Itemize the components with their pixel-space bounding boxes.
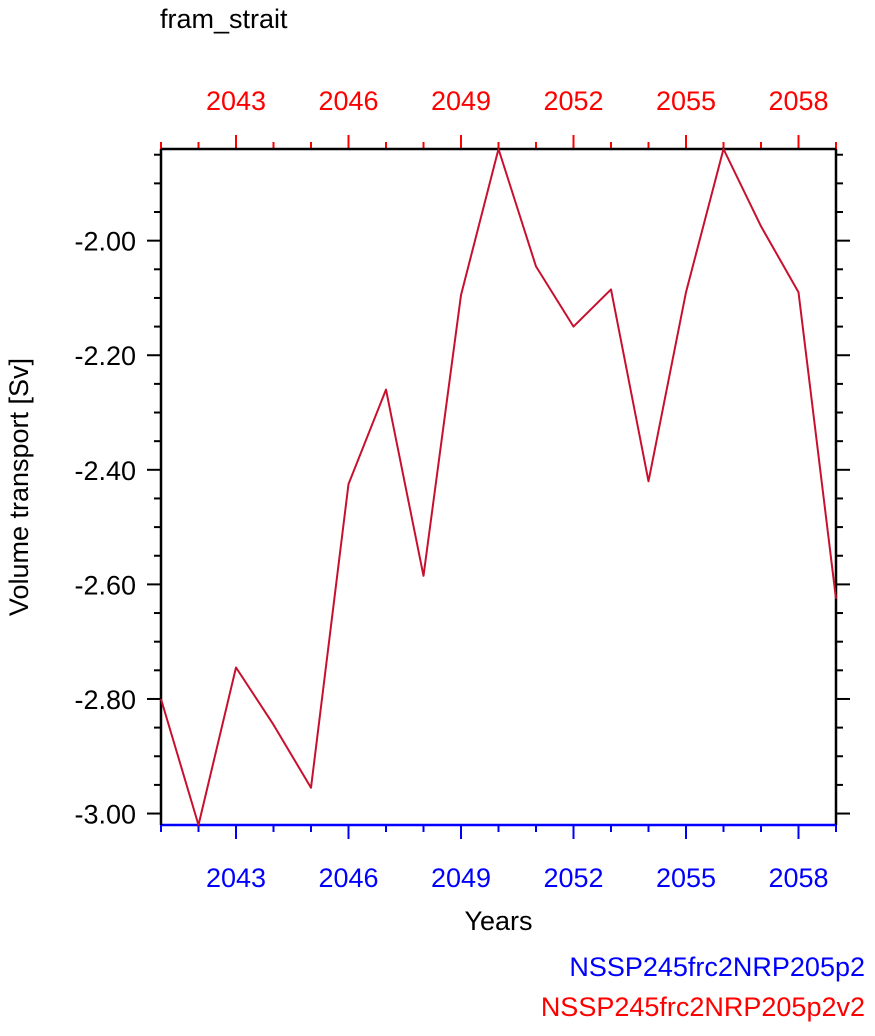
x-tick-label-bottom: 2058 <box>768 863 828 893</box>
x-tick-label-top: 2055 <box>656 86 716 116</box>
y-tick-label: -2.60 <box>74 570 136 600</box>
x-tick-label-bottom: 2052 <box>543 863 603 893</box>
x-tick-label-top: 2043 <box>206 86 266 116</box>
x-axis-label: Years <box>464 906 532 936</box>
y-tick-label: -2.20 <box>74 341 136 371</box>
x-tick-label-bottom: 2046 <box>318 863 378 893</box>
data-series-line <box>160 148 837 826</box>
y-axis-label: Volume transport [Sv] <box>4 358 34 616</box>
x-tick-label-top: 2052 <box>543 86 603 116</box>
y-tick-label: -3.00 <box>74 800 136 830</box>
legend-label-blue: NSSP245frc2NRP205p2 <box>569 952 865 982</box>
x-tick-label-bottom: 2049 <box>431 863 491 893</box>
y-tick-label: -2.00 <box>74 227 136 257</box>
y-tick-label: -2.80 <box>74 685 136 715</box>
legend-label-red: NSSP245frc2NRP205p2v2 <box>540 992 865 1022</box>
x-tick-label-bottom: 2055 <box>656 863 716 893</box>
y-tick-label: -2.40 <box>74 456 136 486</box>
x-tick-label-top: 2046 <box>318 86 378 116</box>
x-tick-label-top: 2058 <box>768 86 828 116</box>
chart-title: fram_strait <box>160 4 288 34</box>
x-tick-label-bottom: 2043 <box>206 863 266 893</box>
x-tick-label-top: 2049 <box>431 86 491 116</box>
